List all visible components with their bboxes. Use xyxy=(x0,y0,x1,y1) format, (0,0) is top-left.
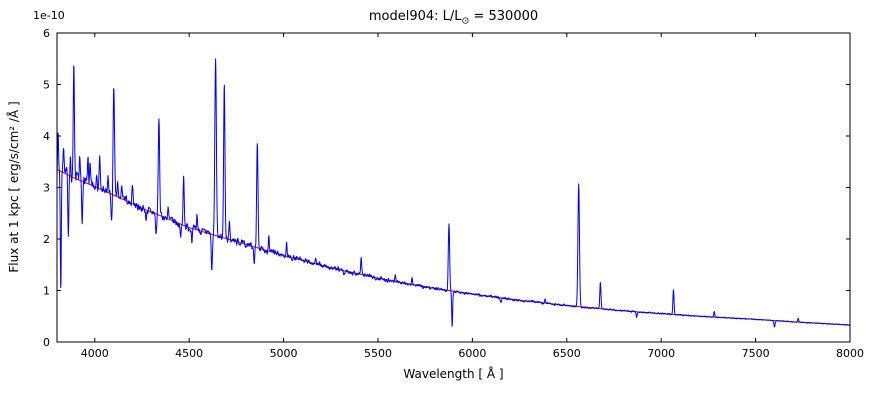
y-tick-label: 4 xyxy=(43,130,50,143)
x-tick-label: 4000 xyxy=(81,347,109,360)
x-tick-label: 8000 xyxy=(836,347,864,360)
sun-symbol: ⊙ xyxy=(461,15,470,27)
y-tick-label: 2 xyxy=(43,233,50,246)
y-tick-label: 3 xyxy=(43,182,50,195)
y-axis-label: Flux at 1 kpc [ erg/s/cm² /Å ] xyxy=(7,101,21,273)
x-tick-label: 6500 xyxy=(553,347,581,360)
spectrum-line xyxy=(56,58,851,328)
x-axis-label: Wavelength [ Å ] xyxy=(403,367,504,381)
y-offset-text: 1e-10 xyxy=(33,9,65,22)
x-tick-label: 7500 xyxy=(742,347,770,360)
y-tick-label: 6 xyxy=(43,27,50,40)
x-tick-label: 7000 xyxy=(647,347,675,360)
x-tick-label: 5500 xyxy=(364,347,392,360)
x-tick-label: 6000 xyxy=(458,347,486,360)
x-tick-label: 4500 xyxy=(175,347,203,360)
x-tick-label: 5000 xyxy=(270,347,298,360)
chart-title: model904: L/L⊙ = 530000 xyxy=(57,7,850,27)
continuum-line xyxy=(56,169,851,326)
chart-title-suffix: = 530000 xyxy=(469,9,539,24)
chart-title-prefix: model904: L/L xyxy=(368,9,462,24)
y-tick-label: 0 xyxy=(43,336,50,349)
y-tick-label: 5 xyxy=(43,79,50,92)
y-tick-label: 1 xyxy=(43,285,50,298)
